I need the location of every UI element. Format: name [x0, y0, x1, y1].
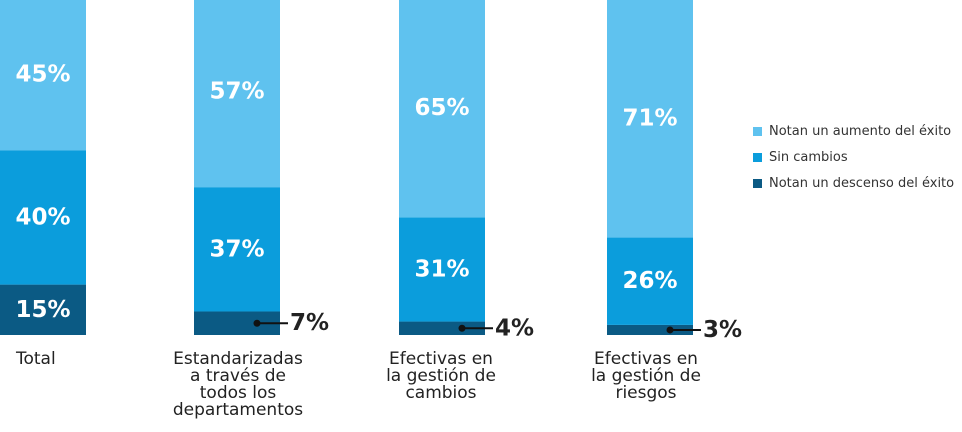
- bar-total-aumento: [0, 0, 86, 151]
- data-label-riesgos-sin-cambios: 26%: [622, 268, 677, 294]
- data-label-total-sin-cambios: 40%: [15, 204, 70, 230]
- legend-swatch-aumento: [753, 127, 762, 136]
- data-label-riesgos-descenso: 3%: [703, 317, 742, 343]
- category-label-cambios: Efectivas en la gestión de cambios: [386, 349, 496, 403]
- bar-cambios-descenso: [399, 321, 485, 335]
- bar-cambios-aumento: [399, 0, 485, 218]
- legend-label-aumento: Notan un aumento del éxito: [769, 124, 952, 139]
- bar-riesgos-descenso: [607, 324, 693, 335]
- data-label-total-descenso: 15%: [15, 297, 70, 323]
- legend: Notan un aumento del éxito Sin cambios N…: [753, 124, 955, 203]
- legend-swatch-descenso: [753, 179, 762, 188]
- legend-item-sin-cambios: Sin cambios: [753, 150, 954, 165]
- data-label-total-aumento: 45%: [15, 62, 70, 88]
- bar-riesgos-aumento: [607, 0, 693, 238]
- bar-estandarizadas-sin-cambios: [194, 187, 280, 312]
- bar-riesgos-sin-cambios: [607, 237, 693, 325]
- bar-estandarizadas-aumento: [194, 0, 280, 188]
- bar-estandarizadas-descenso: [194, 311, 280, 335]
- data-label-riesgos-aumento: 71%: [622, 105, 677, 131]
- bar-total-descenso: [0, 284, 86, 335]
- data-label-estandarizadas-sin-cambios: 37%: [209, 236, 264, 262]
- data-label-cambios-aumento: 65%: [414, 95, 469, 121]
- category-label-total: Total: [16, 349, 56, 369]
- category-label-estandarizadas: Estandarizadas a través de todos los dep…: [172, 349, 304, 420]
- bar-total-sin-cambios: [0, 150, 86, 285]
- legend-label-descenso: Notan un descenso del éxito: [769, 176, 955, 191]
- legend-swatch-sin-cambios: [753, 153, 762, 162]
- legend-item-aumento: Notan un aumento del éxito: [753, 124, 954, 139]
- legend-label-sin-cambios: Sin cambios: [769, 150, 848, 165]
- data-label-cambios-sin-cambios: 31%: [414, 256, 469, 282]
- data-label-cambios-descenso: 4%: [495, 315, 534, 341]
- legend-item-descenso: Notan un descenso del éxito: [753, 176, 955, 191]
- data-label-estandarizadas-aumento: 57%: [209, 78, 264, 104]
- data-label-estandarizadas-descenso: 7%: [290, 310, 329, 336]
- bar-cambios-sin-cambios: [399, 217, 485, 322]
- category-label-riesgos: Efectivas en la gestión de riesgos: [591, 349, 701, 403]
